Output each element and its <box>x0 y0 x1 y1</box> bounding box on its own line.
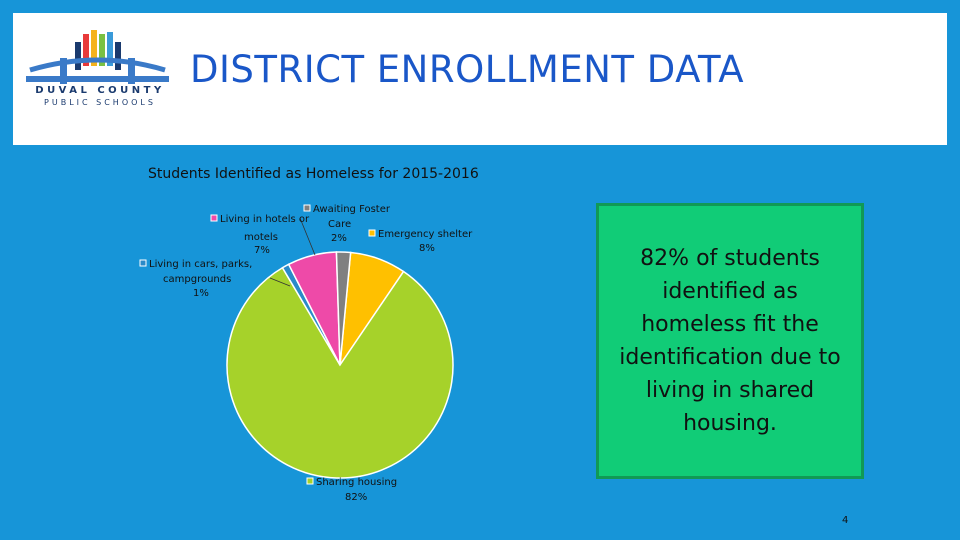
label-hotels-value: 7% <box>254 245 270 256</box>
label-hotels-line2: motels <box>244 232 278 243</box>
label-shelter: Emergency shelter <box>378 229 473 240</box>
label-shelter-value: 8% <box>419 243 435 254</box>
logo-text-schools: PUBLIC SCHOOLS <box>44 98 156 107</box>
label-foster-line2: Care <box>328 219 351 230</box>
legend-swatch-cars <box>139 259 147 267</box>
page-title: DISTRICT ENROLLMENT DATA <box>190 48 745 91</box>
chart-title: Students Identified as Homeless for 2015… <box>148 166 479 182</box>
callout-box: 82% of students identified as homeless f… <box>596 203 864 479</box>
label-sharing-value: 82% <box>345 492 367 503</box>
legend-swatch-foster <box>303 204 311 212</box>
legend-swatch-shelter <box>368 229 376 237</box>
pie-slice-sharing-housing <box>226 266 454 479</box>
legend-swatch-sharing <box>306 477 314 485</box>
district-logo <box>26 30 169 84</box>
logo-text-county: DUVAL COUNTY <box>35 85 165 96</box>
label-cars-line1: Living in cars, parks, <box>149 259 252 270</box>
label-cars-value: 1% <box>193 288 209 299</box>
page-number: 4 <box>842 515 849 526</box>
pie-slice-awaiting-foster-care <box>335 251 352 366</box>
legend-swatch-hotels <box>210 214 218 222</box>
leader-line-cars <box>269 277 291 287</box>
callout-text: 82% of students identified as homeless f… <box>619 246 841 436</box>
label-sharing: Sharing housing <box>316 477 397 488</box>
label-foster-line1: Awaiting Foster <box>313 204 391 215</box>
label-cars-line2: campgrounds <box>163 274 231 285</box>
leader-line-foster <box>299 217 316 256</box>
label-foster-value: 2% <box>331 233 347 244</box>
label-hotels-line1: Living in hotels or <box>220 214 310 225</box>
